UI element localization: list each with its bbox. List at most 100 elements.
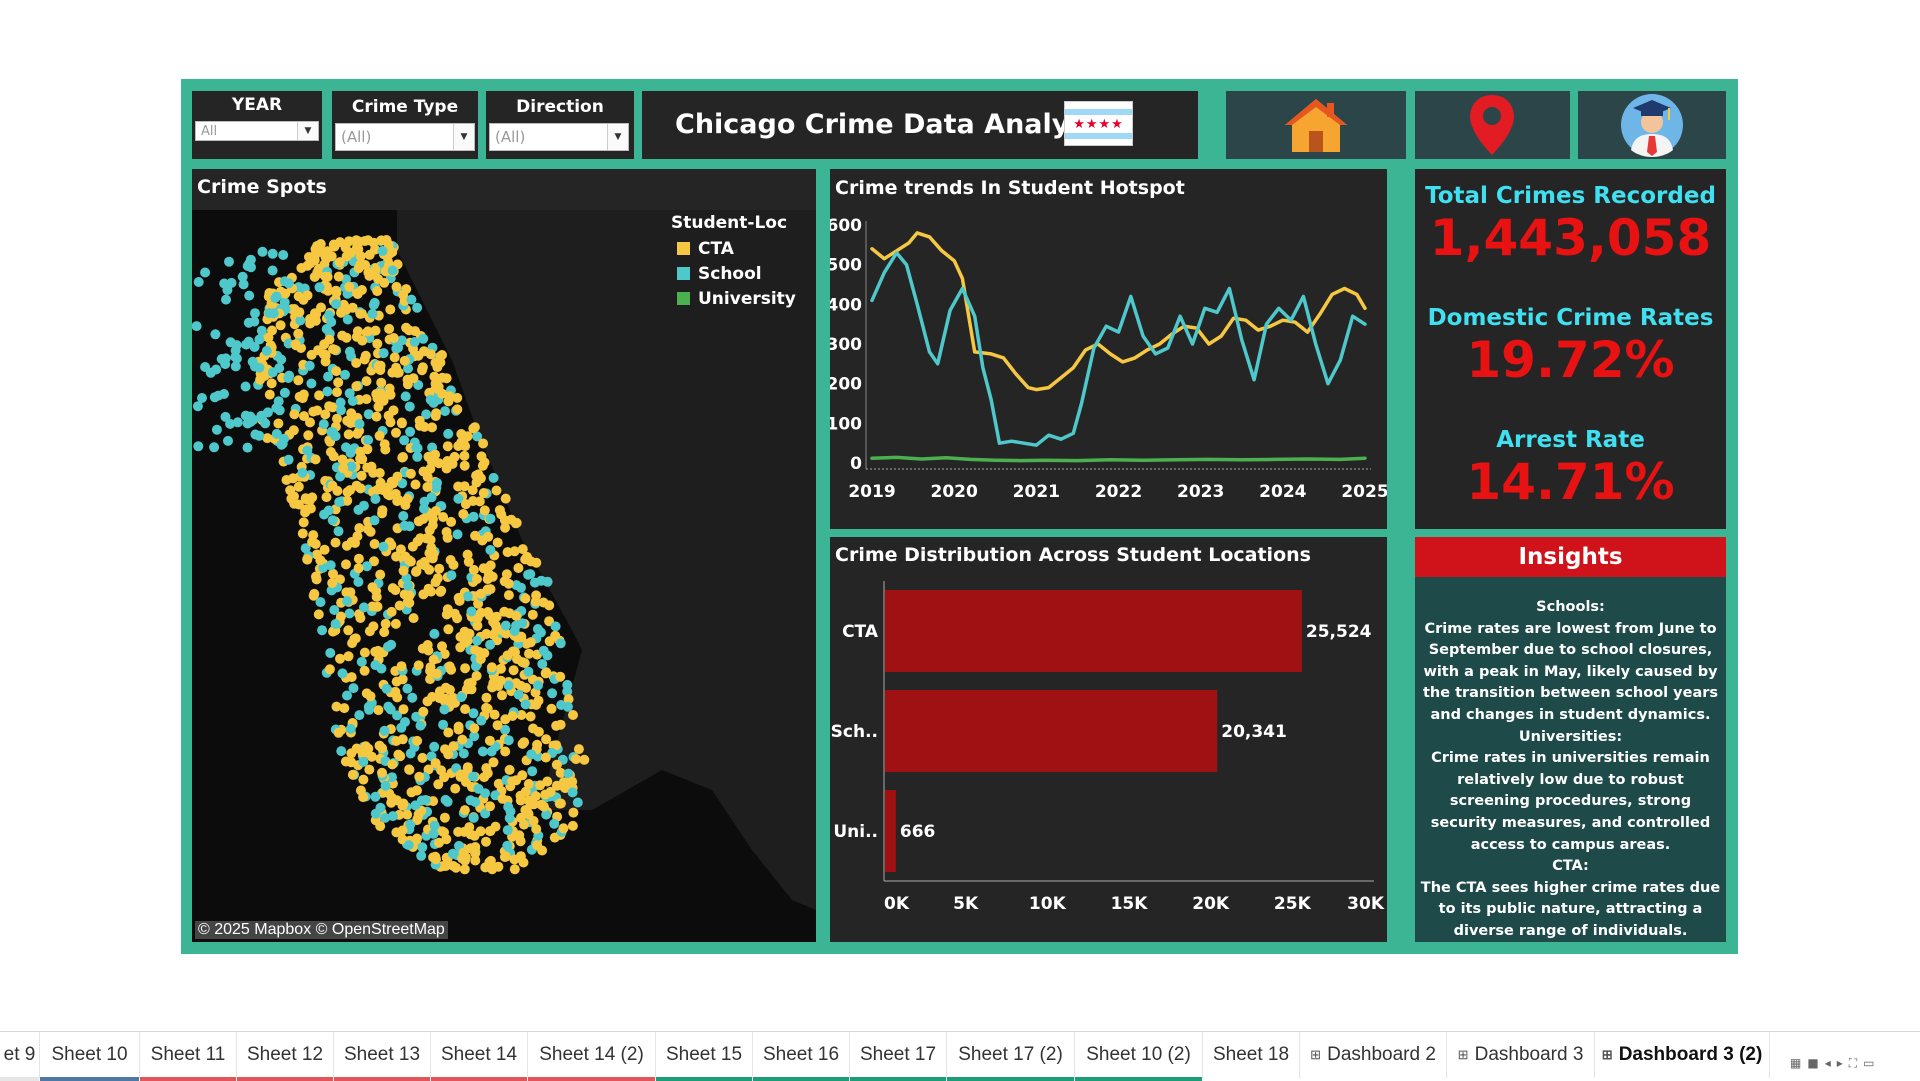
bar[interactable] [885, 590, 1302, 672]
series-line-university[interactable] [870, 455, 1367, 463]
bar[interactable] [885, 690, 1218, 772]
cta-crime-dot [335, 574, 345, 585]
cta-crime-dot [551, 740, 562, 751]
cta-crime-dot [540, 789, 551, 800]
home-button[interactable] [1226, 91, 1406, 159]
cta-crime-dot [538, 597, 549, 608]
crime-trends-chart[interactable]: 600 500 400 300 200 100 0 2019 2020 2021 2022 2023 2… [830, 209, 1387, 527]
school-crime-dot [550, 621, 561, 632]
school-crime-dot [211, 364, 222, 375]
school-crime-dot [300, 543, 311, 554]
series-line-cta[interactable] [870, 231, 1367, 392]
chevron-down-icon[interactable]: ▼ [607, 124, 628, 150]
tab-sheet-17-2[interactable]: Sheet 17 (2) [947, 1032, 1075, 1081]
school-crime-dot [562, 686, 573, 697]
cta-crime-dot [434, 563, 445, 574]
cta-crime-dot [377, 505, 388, 516]
chevron-down-icon[interactable]: ▼ [453, 124, 474, 150]
tab-sheet-11[interactable]: Sheet 11 [140, 1032, 237, 1081]
cta-crime-dot [470, 855, 481, 866]
crime-spots-map[interactable] [192, 210, 816, 942]
school-crime-dot [502, 840, 513, 851]
cta-crime-dot [406, 787, 417, 798]
location-button[interactable] [1415, 91, 1570, 159]
cta-crime-dot [485, 560, 496, 571]
cta-crime-dot [439, 812, 450, 823]
legend-item-cta[interactable]: CTA [677, 239, 734, 259]
cta-crime-dot [437, 350, 447, 360]
tab-dashboard-2[interactable]: ⊞ Dashboard 2 [1300, 1032, 1447, 1078]
direction-filter-label: Direction [516, 97, 604, 117]
school-crime-dot [344, 388, 355, 399]
crime-type-select[interactable]: (All) ▼ [335, 123, 475, 151]
tab-label: Sheet 18 [1212, 1044, 1290, 1065]
cta-crime-dot [467, 485, 478, 496]
school-crime-dot [378, 541, 389, 552]
tab-label: Dashboard 2 [1327, 1044, 1436, 1065]
cta-crime-dot [531, 557, 542, 568]
cta-crime-dot [422, 482, 433, 492]
tab-sheet-13[interactable]: Sheet 13 [334, 1032, 431, 1081]
school-crime-dot [393, 342, 404, 353]
school-crime-dot [432, 477, 442, 488]
grid-view-icon[interactable]: ▦ [1790, 1056, 1808, 1070]
film-view-icon[interactable]: ■ [1807, 1056, 1825, 1070]
cta-crime-dot [511, 611, 522, 621]
school-crime-dot [541, 809, 552, 820]
cta-crime-dot [475, 826, 486, 837]
cta-crime-dot [398, 565, 409, 576]
cta-crime-dot [405, 556, 416, 567]
tab-sheet-10-2[interactable]: Sheet 10 (2) [1075, 1032, 1203, 1081]
fullscreen-icon[interactable]: ⛶ [1848, 1056, 1864, 1070]
cta-crime-dot [476, 607, 487, 618]
tab-sheet-17[interactable]: Sheet 17 [850, 1032, 947, 1081]
insights-text: Schools: Crime rates are lowest from Jun… [1419, 597, 1722, 943]
cta-crime-dot [333, 271, 344, 282]
legend-item-university[interactable]: University [677, 289, 796, 309]
cta-crime-dot [369, 556, 379, 567]
school-crime-dot [429, 741, 440, 752]
distribution-chart[interactable]: CTA 25,524 Sch.. 20,341 Uni.. 666 0K 5K 10K 15K 20… [830, 577, 1387, 940]
cta-crime-dot [424, 564, 435, 575]
insights-line: CTA: [1552, 858, 1589, 875]
tab-sheet-14-2[interactable]: Sheet 14 (2) [528, 1032, 656, 1081]
cta-crime-dot [437, 641, 447, 652]
chevron-down-icon[interactable]: ▼ [297, 122, 318, 140]
cta-crime-dot [438, 512, 449, 522]
cta-crime-dot [451, 862, 461, 873]
prev-tab-icon[interactable]: ◂ [1824, 1056, 1837, 1070]
school-crime-dot [230, 361, 241, 372]
cta-crime-dot [339, 703, 350, 714]
student-button[interactable] [1578, 91, 1726, 159]
cta-crime-dot [377, 767, 387, 778]
present-icon[interactable]: ▭ [1863, 1056, 1881, 1070]
cta-crime-dot [537, 845, 548, 856]
school-crime-dot [443, 428, 454, 439]
year-select[interactable]: All ▼ [195, 121, 319, 141]
school-crime-dot [426, 492, 437, 503]
cta-crime-dot [342, 495, 353, 506]
tab-sheet-18[interactable]: Sheet 18 [1203, 1032, 1300, 1078]
tab-sheet-15[interactable]: Sheet 15 [656, 1032, 753, 1081]
map-attribution[interactable]: © 2025 Mapbox © OpenStreetMap [195, 921, 448, 939]
tab-sheet-10[interactable]: Sheet 10 [40, 1032, 140, 1081]
tab-sheet-12[interactable]: Sheet 12 [237, 1032, 334, 1081]
tab-sheet-9[interactable]: et 9 [0, 1032, 40, 1081]
tab-sheet-14[interactable]: Sheet 14 [431, 1032, 528, 1081]
series-line-school[interactable] [870, 251, 1367, 447]
tab-dashboard-3-2[interactable]: ⊞ Dashboard 3 (2) [1595, 1032, 1770, 1078]
legend-item-school[interactable]: School [677, 264, 762, 284]
cta-crime-dot [459, 826, 470, 837]
school-crime-dot [193, 441, 204, 452]
cta-crime-dot [343, 429, 354, 440]
cta-crime-dot [352, 531, 363, 542]
school-crime-dot [500, 620, 511, 631]
next-tab-icon[interactable]: ▸ [1836, 1056, 1849, 1070]
cta-crime-dot [455, 769, 466, 780]
bar[interactable] [885, 790, 896, 872]
tab-sheet-16[interactable]: Sheet 16 [753, 1032, 850, 1081]
direction-select[interactable]: (All) ▼ [489, 123, 629, 151]
school-crime-dot [211, 424, 222, 435]
tab-dashboard-3[interactable]: ⊞ Dashboard 3 [1447, 1032, 1595, 1078]
cta-crime-dot [308, 530, 319, 541]
